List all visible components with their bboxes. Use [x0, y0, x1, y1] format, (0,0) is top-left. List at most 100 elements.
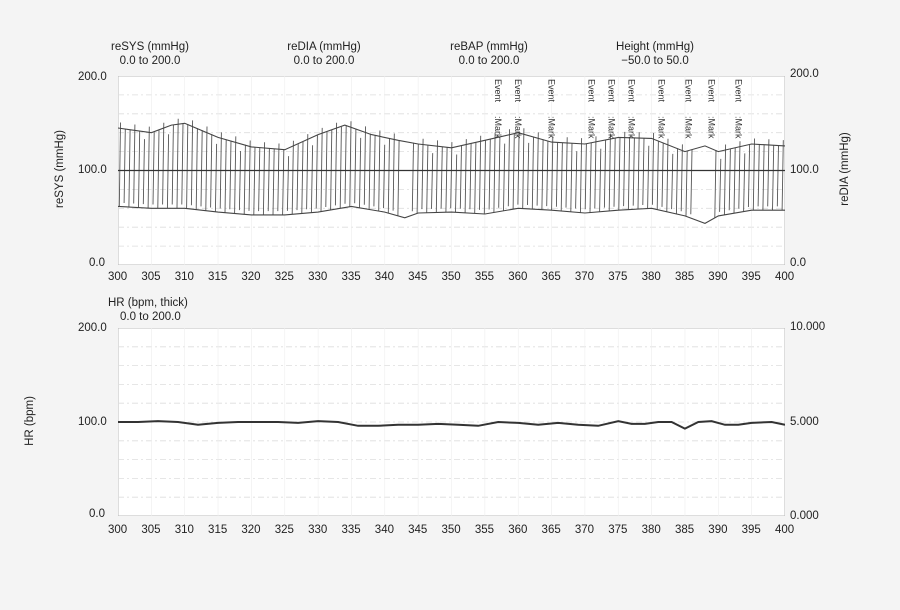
x-tick: 310 [174, 524, 194, 536]
hr-plot-area [118, 328, 785, 516]
y-tick-right-top: 200.0 [790, 68, 819, 80]
y-tick-left-bot: 0.0 [89, 257, 105, 269]
x-tick: 375 [608, 271, 628, 283]
event-mark: Event :Mark [627, 79, 637, 139]
svg-text:Event: Event [627, 79, 637, 103]
y-tick-left-mid: 100.0 [78, 164, 107, 176]
x-tick: 360 [508, 271, 528, 283]
svg-text:Event: Event [607, 79, 617, 103]
x-tick: 380 [641, 524, 661, 536]
event-mark: Event :Mark [707, 79, 717, 139]
x-tick: 325 [274, 524, 294, 536]
bp-plot-area: Event :Mark Event :Mark Event :Mark Event :Mark… [118, 76, 785, 265]
x-tick: 325 [274, 271, 294, 283]
x-tick: 395 [741, 524, 761, 536]
svg-text:Event: Event [493, 79, 503, 103]
event-mark: Event :Mark [547, 79, 557, 139]
svg-text::Mark: :Mark [627, 116, 637, 139]
x-tick: 350 [441, 271, 461, 283]
x-tick: 335 [341, 524, 361, 536]
x-tick: 330 [308, 524, 328, 536]
y-tick-right-mid: 100.0 [790, 164, 819, 176]
channel-range: 0.0 to 200.0 [120, 311, 181, 323]
channel-range: −50.0 to 50.0 [621, 55, 689, 67]
channel-name: reBAP (mmHg) [450, 41, 528, 53]
x-tick: 300 [108, 524, 128, 536]
y-axis-label-right: reDIA (mmHg) [839, 132, 851, 206]
event-mark: Event :Mark [513, 79, 523, 139]
x-tick: 355 [474, 524, 495, 536]
x-tick: 330 [308, 271, 328, 283]
channel-range: 0.0 to 200.0 [293, 55, 355, 67]
svg-text::Mark: :Mark [513, 116, 523, 139]
event-mark: Event :Mark [657, 79, 667, 139]
x-tick: 390 [708, 524, 728, 536]
hr-y-tick-right-bot: 0.000 [790, 510, 819, 522]
channel-range: 0.0 to 200.0 [458, 55, 520, 67]
svg-text::Mark: :Mark [733, 116, 743, 139]
x-tick: 385 [674, 524, 695, 536]
channel-name: Height (mmHg) [616, 41, 694, 53]
y-axis-label-left: reSYS (mmHg) [54, 130, 66, 208]
svg-text:Event: Event [733, 79, 743, 103]
svg-text:Event: Event [547, 79, 557, 103]
x-axis-ticks-top: 300 305 310 315 320 325 330 335 340 345 350 355 360 3… [0, 271, 900, 285]
channel-name: reSYS (mmHg) [111, 41, 189, 53]
x-tick: 340 [374, 524, 394, 536]
svg-text:Event: Event [587, 79, 597, 103]
y-tick-right-bot: 0.0 [790, 257, 806, 269]
channel-name: HR (bpm, thick) [108, 297, 188, 309]
hr-y-tick-right-top: 10.000 [790, 321, 826, 333]
x-tick: 345 [408, 271, 428, 283]
x-tick: 365 [541, 524, 561, 536]
event-mark: Event :Mark [733, 79, 743, 139]
hr-y-tick-right-mid: 5.000 [790, 416, 819, 428]
x-tick: 305 [141, 524, 161, 536]
svg-text::Mark: :Mark [607, 116, 617, 139]
x-tick: 315 [208, 524, 228, 536]
svg-text:Event: Event [513, 79, 523, 103]
channel-range: 0.0 to 200.0 [119, 55, 181, 67]
y-tick-left-top: 200.0 [78, 71, 107, 83]
channel-name: reDIA (mmHg) [287, 41, 361, 53]
x-tick: 360 [508, 524, 528, 536]
x-tick: 320 [241, 524, 261, 536]
x-tick: 310 [174, 271, 194, 283]
x-tick: 375 [608, 524, 628, 536]
hr-y-axis-label: HR (bpm) [24, 396, 36, 446]
x-tick: 380 [641, 271, 661, 283]
x-tick: 385 [674, 271, 695, 283]
svg-text:Event: Event [683, 79, 693, 103]
x-tick: 315 [208, 271, 228, 283]
channel-label-hr: HR (bpm, thick) 0.0 to 200.0 [108, 296, 218, 324]
x-tick: 335 [341, 271, 361, 283]
svg-text::Mark: :Mark [657, 116, 667, 139]
x-tick: 300 [108, 271, 128, 283]
hr-y-tick-left-mid: 100.0 [78, 416, 107, 428]
channel-label-resys: reSYS (mmHg) 0.0 to 200.0 [105, 40, 195, 68]
x-tick: 400 [775, 524, 795, 536]
event-mark: Event :Mark [587, 79, 597, 139]
x-tick: 320 [241, 271, 261, 283]
hr-y-tick-left-top: 200.0 [78, 322, 107, 334]
x-tick: 350 [441, 524, 461, 536]
channel-label-redia: reDIA (mmHg) 0.0 to 200.0 [278, 40, 370, 68]
svg-text::Mark: :Mark [493, 116, 503, 139]
svg-text::Mark: :Mark [547, 116, 557, 139]
svg-text::Mark: :Mark [683, 116, 693, 139]
x-tick: 355 [474, 271, 495, 283]
x-tick: 390 [708, 271, 728, 283]
x-tick: 370 [574, 524, 595, 536]
x-axis-ticks-bottom: 300 305 310 315 320 325 330 335 340 345 350 355 360 3… [0, 524, 900, 538]
event-mark: Event :Mark [607, 79, 617, 139]
x-tick: 365 [541, 271, 561, 283]
event-mark: Event :Mark [683, 79, 693, 139]
event-mark: Event :Mark [493, 79, 503, 139]
hr-y-tick-left-bot: 0.0 [89, 508, 105, 520]
svg-text::Mark: :Mark [707, 116, 717, 139]
svg-text:Event: Event [707, 79, 717, 103]
svg-text:Event: Event [657, 79, 667, 103]
svg-text::Mark: :Mark [587, 116, 597, 139]
channel-label-height: Height (mmHg) −50.0 to 50.0 [605, 40, 705, 68]
x-tick: 345 [408, 524, 428, 536]
